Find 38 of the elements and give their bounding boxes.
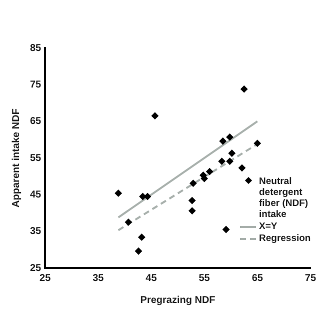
point [190, 180, 197, 187]
point [219, 138, 226, 145]
point [144, 193, 152, 200]
x-tick-label: 35 [92, 272, 104, 284]
x-tick-label: 55 [198, 272, 210, 284]
point [254, 140, 261, 147]
point [114, 190, 122, 197]
y-tick-label: 85 [30, 42, 42, 54]
point [200, 175, 208, 182]
point [151, 112, 158, 120]
x-tick-label: 45 [146, 272, 158, 284]
point [226, 134, 234, 141]
y-tick-label: 25 [30, 262, 42, 274]
x-tick-label: 65 [252, 272, 264, 284]
x-axis-title: Pregrazing NDF [140, 294, 216, 306]
point [206, 168, 214, 176]
point [240, 86, 248, 93]
point [138, 234, 146, 241]
y-tick-label: 65 [30, 116, 42, 128]
y-tick-label: 75 [30, 79, 42, 90]
legend-label: Regression [259, 233, 312, 244]
point [238, 164, 246, 172]
x-tick-label: 75 [304, 272, 316, 284]
point [222, 226, 230, 233]
y-tick-label: 35 [30, 226, 42, 238]
point [188, 207, 196, 214]
point [188, 197, 196, 204]
point [124, 218, 132, 226]
y-tick-label: 55 [30, 152, 42, 164]
legend-label: Neutral detergent fiber (NDF) intake [259, 176, 310, 220]
point [228, 150, 236, 157]
point [226, 158, 234, 165]
y-axis-title: Apparent intake NDF [10, 108, 22, 208]
point [135, 248, 142, 255]
point [218, 158, 226, 165]
legend-label: X=Y [259, 221, 278, 232]
y-tick-label: 45 [30, 189, 42, 200]
x-tick-label: 25 [40, 272, 52, 284]
